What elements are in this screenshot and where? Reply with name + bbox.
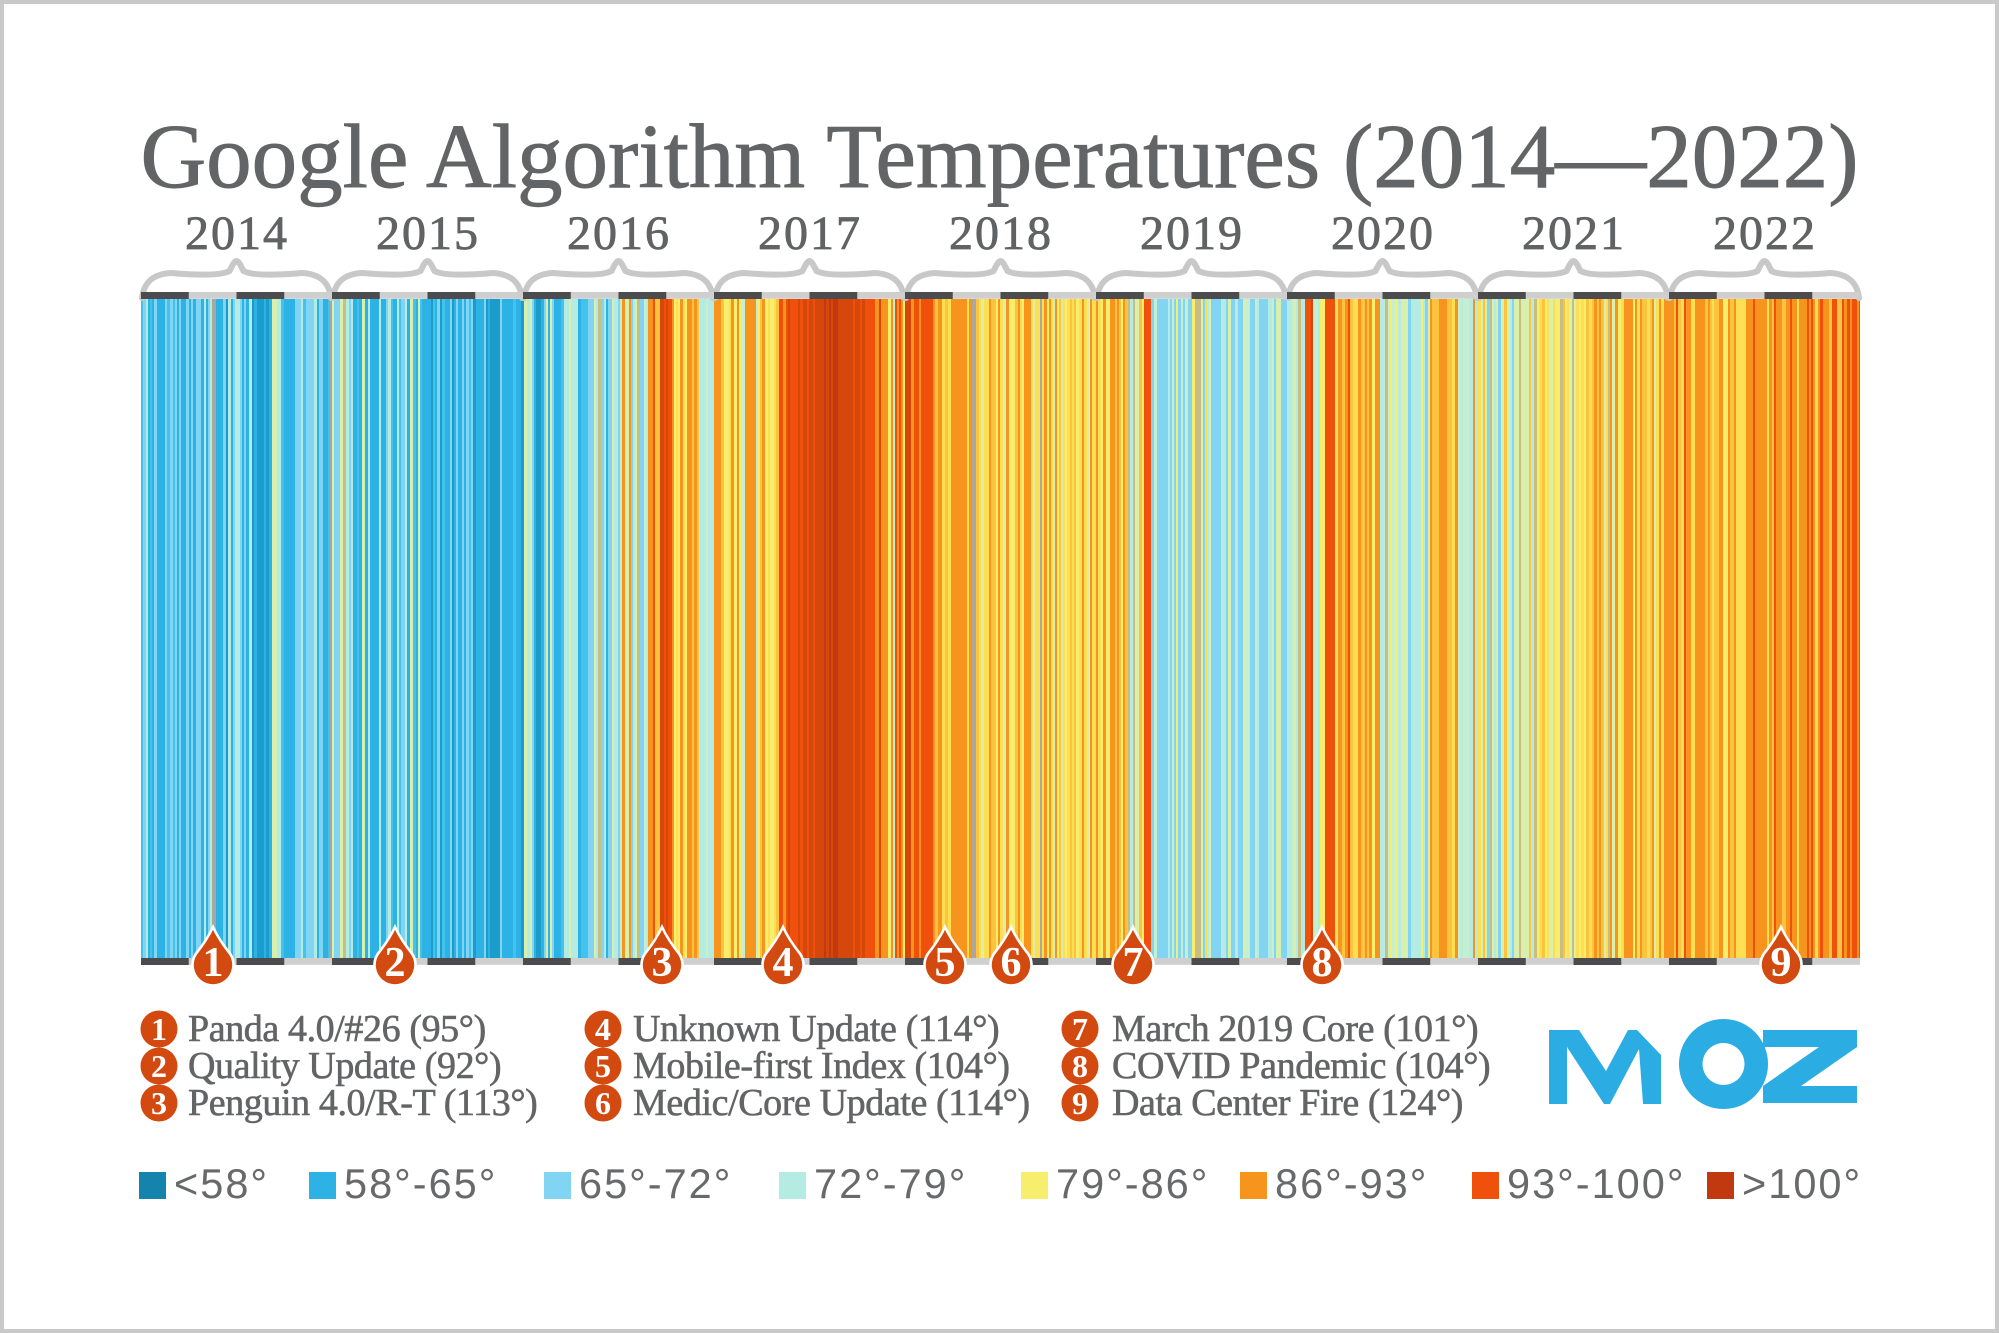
- svg-text:5: 5: [935, 940, 956, 986]
- svg-text:Quality Update (92°): Quality Update (92°): [188, 1045, 501, 1087]
- svg-text:4: 4: [773, 940, 794, 986]
- svg-text:3: 3: [151, 1085, 167, 1121]
- svg-text:5: 5: [595, 1048, 611, 1084]
- svg-text:2022: 2022: [1713, 207, 1817, 260]
- svg-text:1: 1: [151, 1011, 167, 1047]
- svg-text:72°-79°: 72°-79°: [814, 1160, 967, 1207]
- svg-text:2020: 2020: [1331, 207, 1435, 260]
- svg-text:>100°: >100°: [1742, 1160, 1862, 1207]
- svg-text:2015: 2015: [376, 207, 480, 260]
- svg-text:2016: 2016: [567, 207, 671, 260]
- svg-text:93°-100°: 93°-100°: [1507, 1160, 1685, 1207]
- svg-text:79°-86°: 79°-86°: [1056, 1160, 1209, 1207]
- svg-text:9: 9: [1072, 1085, 1088, 1121]
- svg-text:6: 6: [595, 1085, 611, 1121]
- svg-text:2017: 2017: [758, 207, 862, 260]
- svg-text:7: 7: [1123, 940, 1144, 986]
- svg-text:2014: 2014: [185, 207, 289, 260]
- svg-text:3: 3: [652, 940, 673, 986]
- svg-text:1: 1: [203, 940, 224, 986]
- svg-text:Mobile-first Index (104°): Mobile-first Index (104°): [633, 1045, 1010, 1087]
- svg-text:65°-72°: 65°-72°: [579, 1160, 732, 1207]
- svg-text:6: 6: [1001, 940, 1022, 986]
- svg-text:Penguin 4.0/R-T (113°): Penguin 4.0/R-T (113°): [188, 1082, 537, 1124]
- svg-text:7: 7: [1072, 1011, 1088, 1047]
- svg-text:2018: 2018: [949, 207, 1053, 260]
- svg-text:58°-65°: 58°-65°: [344, 1160, 497, 1207]
- svg-text:Unknown Update (114°): Unknown Update (114°): [633, 1008, 999, 1050]
- svg-text:Medic/Core Update (114°): Medic/Core Update (114°): [633, 1082, 1030, 1124]
- svg-text:9: 9: [1771, 940, 1792, 986]
- svg-text:Panda 4.0/#26 (95°): Panda 4.0/#26 (95°): [188, 1008, 486, 1050]
- svg-text:2021: 2021: [1522, 207, 1626, 260]
- svg-text:8: 8: [1072, 1048, 1088, 1084]
- svg-text:86°-93°: 86°-93°: [1275, 1160, 1428, 1207]
- svg-text:2019: 2019: [1140, 207, 1244, 260]
- svg-text:4: 4: [595, 1011, 611, 1047]
- svg-text:<58°: <58°: [174, 1160, 269, 1207]
- svg-text:2: 2: [151, 1048, 167, 1084]
- svg-text:Data Center Fire (124°): Data Center Fire (124°): [1112, 1082, 1463, 1124]
- svg-text:2: 2: [385, 940, 406, 986]
- svg-text:COVID Pandemic (104°): COVID Pandemic (104°): [1112, 1045, 1490, 1087]
- svg-text:8: 8: [1312, 940, 1333, 986]
- svg-text:March 2019 Core (101°): March 2019 Core (101°): [1112, 1008, 1478, 1050]
